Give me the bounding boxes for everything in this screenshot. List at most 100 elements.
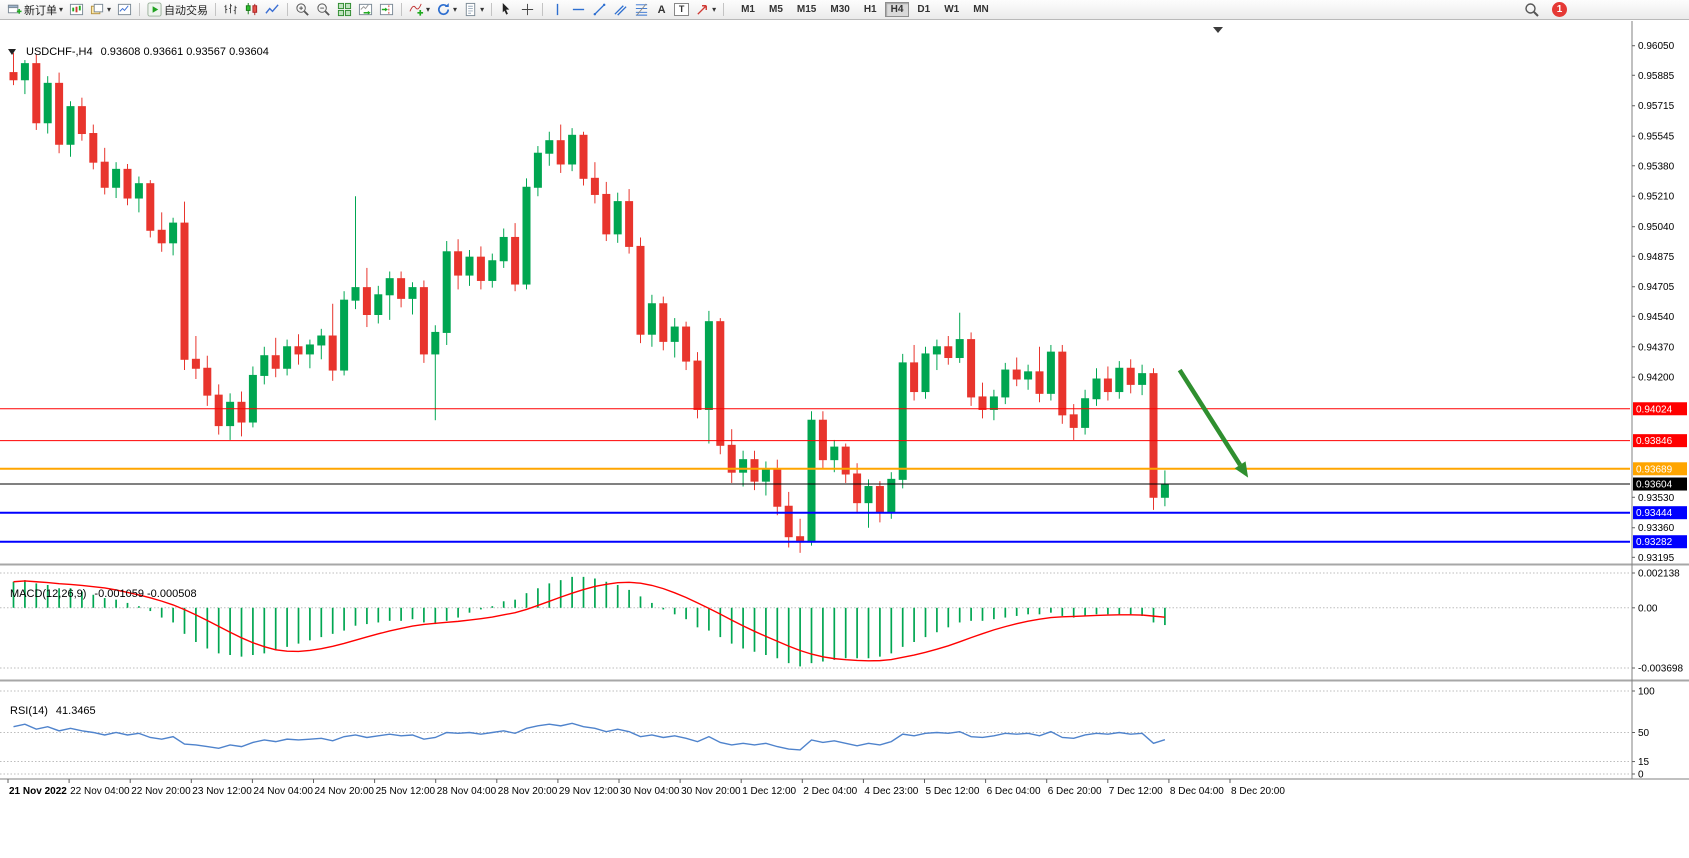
zoom-in-button[interactable] [292,0,313,20]
tile-windows-button[interactable] [334,0,355,20]
zoom-out-icon [316,2,331,17]
time-axis-label: 4 Dec 23:00 [864,786,918,797]
time-axis-label: 22 Nov 04:00 [70,786,130,797]
price-scale[interactable]: 0.96050 0.95885 0.95715 0.95545 0.95380 0.952… [1632,41,1687,781]
rsi-value: 41.3465 [55,705,96,717]
ohlc-header: USDCHF-,H4 0.93608 0.93661 0.93567 0.936… [8,46,269,58]
timeframe-mn-button[interactable]: MN [973,4,989,15]
indicators-add-icon [409,2,424,17]
text-label-button[interactable]: T [671,0,692,20]
notification-badge[interactable]: 1 [1552,2,1567,17]
macd-axis-label: 0.00 [1638,603,1658,614]
price-axis-label: 0.95715 [1638,101,1675,112]
time-axis-label: 21 Nov 2022 [9,786,67,797]
candles-layer [9,52,1169,553]
trend-arrow-annotation[interactable] [1177,368,1242,467]
price-tag-label: 0.93846 [1636,436,1673,447]
candlesticks-icon [244,2,259,17]
toolbar-separator [139,3,141,16]
fibonacci-icon [634,2,649,17]
line-chart-button[interactable] [262,0,283,20]
new-order-button[interactable]: 新订单 ▾ [4,0,66,20]
one-click-trading-toggle[interactable] [8,49,16,55]
macd-panel [0,572,1630,669]
rsi-label: RSI(14) [10,705,48,717]
vertical-line-button[interactable] [547,0,568,20]
chart-window[interactable]: 21 Nov 2022 22 Nov 04:00 22 Nov 20:00 23 No… [0,21,1689,858]
zoom-out-button[interactable] [313,0,334,20]
templates-button[interactable]: ▾ [460,0,487,20]
profiles-button[interactable]: ▾ [87,0,114,20]
chart-window-button[interactable] [66,0,87,20]
horizontal-line-button[interactable] [568,0,589,20]
toolbar: 新订单 ▾ ▾ 自动交易 [0,0,1689,20]
timeframe-m30-button[interactable]: M30 [830,4,850,15]
toolbar-separator [401,3,403,16]
time-axis[interactable]: 21 Nov 2022 22 Nov 04:00 22 Nov 20:00 23 No… [7,779,1285,797]
chart-background [0,21,1689,858]
chart-shift-button[interactable] [376,0,397,20]
timeframe-h1-button[interactable]: H1 [863,4,877,15]
time-axis-label: 6 Dec 20:00 [1048,786,1102,797]
time-axis-label: 24 Nov 20:00 [315,786,375,797]
text-button[interactable]: A [652,0,671,20]
rsi-axis-label: 100 [1638,687,1655,698]
horizontal-line-icon [571,2,586,17]
price-tag-label: 0.93444 [1636,508,1673,519]
autotrade-button[interactable]: 自动交易 [144,0,211,20]
rsi-header: RSI(14) 41.3465 [10,705,96,717]
crosshair-icon [520,2,535,17]
price-tag-label: 0.93604 [1636,480,1673,491]
chevron-down-icon: ▾ [453,4,458,14]
time-axis-label: 5 Dec 12:00 [926,786,980,797]
timeframe-m1-button[interactable]: M1 [741,4,755,15]
time-axis-label: 8 Dec 04:00 [1170,786,1224,797]
price-chart[interactable]: 21 Nov 2022 22 Nov 04:00 22 Nov 20:00 23 No… [0,21,1689,858]
chevron-down-icon: ▾ [712,4,717,14]
candlestick-chart-button[interactable] [241,0,262,20]
timeframe-m15-button[interactable]: M15 [796,4,817,15]
price-axis-label: 0.93195 [1638,553,1675,564]
price-tag [1633,462,1687,476]
auto-scroll-button[interactable] [355,0,376,20]
macd-values: -0.001059 -0.000508 [94,588,197,600]
auto-scroll-icon [358,2,373,17]
time-axis-label: 2 Dec 04:00 [803,786,857,797]
bars-chart-button[interactable] [220,0,241,20]
price-tag [1633,506,1687,520]
rsi-axis-label: 50 [1638,728,1650,739]
tile-windows-icon [337,2,352,17]
trendline-button[interactable] [589,0,610,20]
toolbar-separator [542,3,544,16]
templates-icon [463,2,478,17]
price-axis-label: 0.96050 [1638,41,1675,52]
timeframe-w1-button[interactable]: W1 [944,4,960,15]
crosshair-button[interactable] [517,0,538,20]
fibonacci-button[interactable] [631,0,652,20]
time-axis-label: 28 Nov 04:00 [437,786,497,797]
trend-arrow-head [1234,461,1249,478]
refresh-button[interactable]: ▾ [433,0,460,20]
arrows-button[interactable]: ▾ [692,0,719,20]
price-axis-label: 0.94200 [1638,373,1675,384]
price-tag-label: 0.93689 [1636,464,1673,475]
timeframe-d1-button[interactable]: D1 [917,4,931,15]
cursor-button[interactable] [496,0,517,20]
channel-button[interactable] [610,0,631,20]
price-axis-label: 0.95380 [1638,161,1675,172]
chevron-down-icon: ▾ [59,4,64,14]
price-axis-label: 0.95545 [1638,132,1675,143]
timeframe-h4-button[interactable]: H4 [884,2,910,17]
search-icon[interactable] [1524,2,1540,18]
price-axis-label: 0.94370 [1638,342,1675,353]
indicators-button[interactable]: ▾ [406,0,433,20]
time-axis-label: 28 Nov 20:00 [498,786,558,797]
toolbar-separator [287,3,289,16]
timeframe-m5-button[interactable]: M5 [769,4,783,15]
chart-shift-marker[interactable] [1213,27,1223,33]
time-axis-label: 30 Nov 20:00 [681,786,741,797]
new-chart-button[interactable] [114,0,135,20]
price-tag [1633,402,1687,416]
bars-icon [223,2,238,17]
time-axis-label: 30 Nov 04:00 [620,786,680,797]
